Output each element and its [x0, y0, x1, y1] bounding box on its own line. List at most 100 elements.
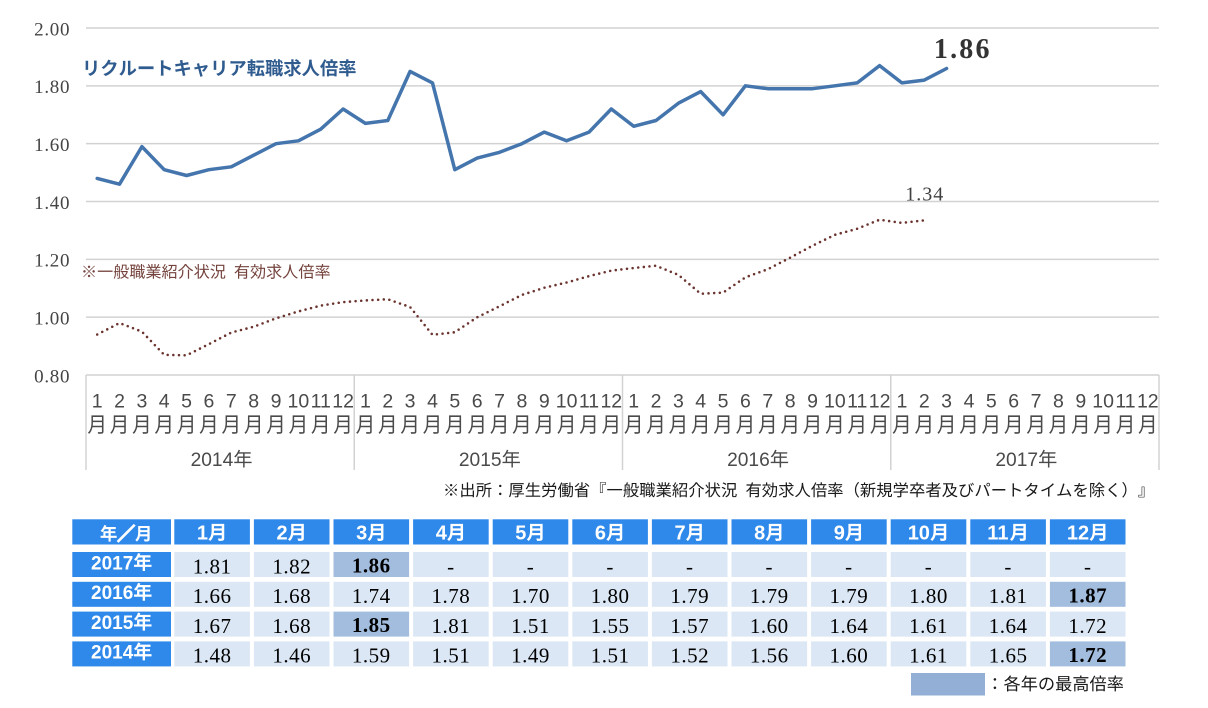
svg-text:2: 2	[277, 522, 288, 544]
svg-text:10: 10	[556, 391, 578, 413]
svg-text:2017: 2017	[91, 553, 133, 574]
svg-text:1: 1	[628, 391, 639, 413]
svg-text:1.81: 1.81	[989, 584, 1028, 608]
svg-text:1.40: 1.40	[34, 193, 70, 214]
svg-text:7: 7	[1031, 391, 1042, 413]
svg-text:1.60: 1.60	[830, 644, 869, 668]
svg-text:5: 5	[718, 391, 729, 413]
svg-text:1.74: 1.74	[352, 584, 391, 608]
svg-text:6: 6	[595, 522, 606, 544]
svg-text:3: 3	[405, 391, 416, 413]
svg-text:9: 9	[807, 391, 818, 413]
svg-text:4: 4	[159, 391, 170, 413]
svg-text:-: -	[527, 554, 535, 578]
svg-text:12: 12	[600, 391, 622, 413]
svg-text:-: -	[606, 554, 614, 578]
svg-text:2: 2	[651, 391, 662, 413]
svg-text:1.66: 1.66	[193, 584, 232, 608]
svg-text:9: 9	[1075, 391, 1086, 413]
svg-text:1.79: 1.79	[830, 584, 869, 608]
svg-text:1.82: 1.82	[272, 554, 311, 578]
svg-text:2015: 2015	[91, 613, 134, 634]
svg-text:2: 2	[114, 391, 125, 413]
svg-text:6: 6	[1008, 391, 1019, 413]
svg-text:12: 12	[1137, 391, 1159, 413]
svg-text:1.67: 1.67	[193, 614, 232, 638]
svg-text:1.80: 1.80	[591, 584, 630, 608]
svg-text:6: 6	[740, 391, 751, 413]
svg-text:1.64: 1.64	[989, 614, 1028, 638]
svg-text:1.68: 1.68	[272, 584, 311, 608]
svg-text:1.48: 1.48	[193, 644, 232, 668]
svg-text:11: 11	[847, 391, 867, 413]
svg-text:1: 1	[896, 391, 907, 413]
svg-text:10: 10	[1092, 391, 1114, 413]
svg-text:0.80: 0.80	[34, 366, 70, 387]
svg-text:7: 7	[226, 391, 237, 413]
svg-text:2.00: 2.00	[34, 19, 70, 40]
svg-text:1.70: 1.70	[511, 584, 550, 608]
svg-text:3: 3	[941, 391, 952, 413]
svg-text:1.20: 1.20	[34, 251, 70, 272]
svg-text:12: 12	[332, 391, 354, 413]
svg-text:2014: 2014	[191, 450, 234, 471]
svg-text:1: 1	[92, 391, 103, 413]
svg-text:1.00: 1.00	[34, 309, 70, 330]
svg-text:2017: 2017	[995, 450, 1038, 471]
svg-text:1.86: 1.86	[934, 34, 992, 65]
svg-text:2014: 2014	[91, 643, 134, 664]
svg-text:3: 3	[136, 391, 147, 413]
svg-text:8: 8	[516, 391, 527, 413]
svg-text:1.59: 1.59	[352, 644, 391, 668]
svg-text:1.57: 1.57	[670, 614, 709, 638]
svg-text:7: 7	[675, 522, 686, 544]
svg-text:1.64: 1.64	[830, 614, 869, 638]
svg-text:1.46: 1.46	[272, 644, 311, 668]
svg-text:3: 3	[356, 522, 367, 544]
svg-text:2016: 2016	[91, 583, 133, 604]
svg-text:8: 8	[754, 522, 765, 544]
svg-text:6: 6	[472, 391, 483, 413]
svg-text:7: 7	[494, 391, 505, 413]
svg-text:1.78: 1.78	[432, 584, 471, 608]
svg-text:1.51: 1.51	[432, 644, 471, 668]
svg-text:1.68: 1.68	[272, 614, 311, 638]
svg-text:1.56: 1.56	[750, 644, 789, 668]
svg-text:2: 2	[382, 391, 393, 413]
svg-text:1.51: 1.51	[511, 614, 550, 638]
svg-text:4: 4	[695, 391, 706, 413]
svg-text:1.51: 1.51	[591, 644, 630, 668]
svg-text:1.81: 1.81	[432, 614, 471, 638]
svg-text:3: 3	[673, 391, 684, 413]
svg-text:1.49: 1.49	[511, 644, 550, 668]
svg-text:5: 5	[181, 391, 192, 413]
svg-text:10: 10	[288, 391, 310, 413]
svg-text:7: 7	[762, 391, 773, 413]
svg-text:11: 11	[1115, 391, 1135, 413]
svg-text:10: 10	[824, 391, 846, 413]
svg-text:1.87: 1.87	[1068, 583, 1107, 607]
svg-text:8: 8	[785, 391, 796, 413]
svg-text:-: -	[447, 554, 455, 578]
svg-text:1.86: 1.86	[352, 554, 391, 578]
svg-text:1.79: 1.79	[750, 584, 789, 608]
svg-text:4: 4	[964, 391, 975, 413]
svg-text:1.65: 1.65	[989, 644, 1028, 668]
svg-text:1.61: 1.61	[909, 644, 948, 668]
svg-text:-: -	[686, 554, 694, 578]
svg-text:1.80: 1.80	[909, 584, 948, 608]
svg-text:12: 12	[1067, 522, 1089, 544]
svg-text:1: 1	[360, 391, 371, 413]
svg-text:11: 11	[579, 391, 599, 413]
svg-text:-: -	[1004, 554, 1012, 578]
svg-text:1.72: 1.72	[1068, 643, 1107, 667]
svg-text:4: 4	[427, 391, 438, 413]
svg-text:10: 10	[908, 522, 930, 544]
svg-text:1.79: 1.79	[670, 584, 709, 608]
svg-text:1: 1	[197, 522, 208, 544]
svg-text:5: 5	[515, 522, 526, 544]
svg-text:1.81: 1.81	[193, 554, 232, 578]
svg-text:8: 8	[248, 391, 259, 413]
svg-text:-: -	[925, 554, 933, 578]
svg-text:4: 4	[436, 522, 448, 544]
